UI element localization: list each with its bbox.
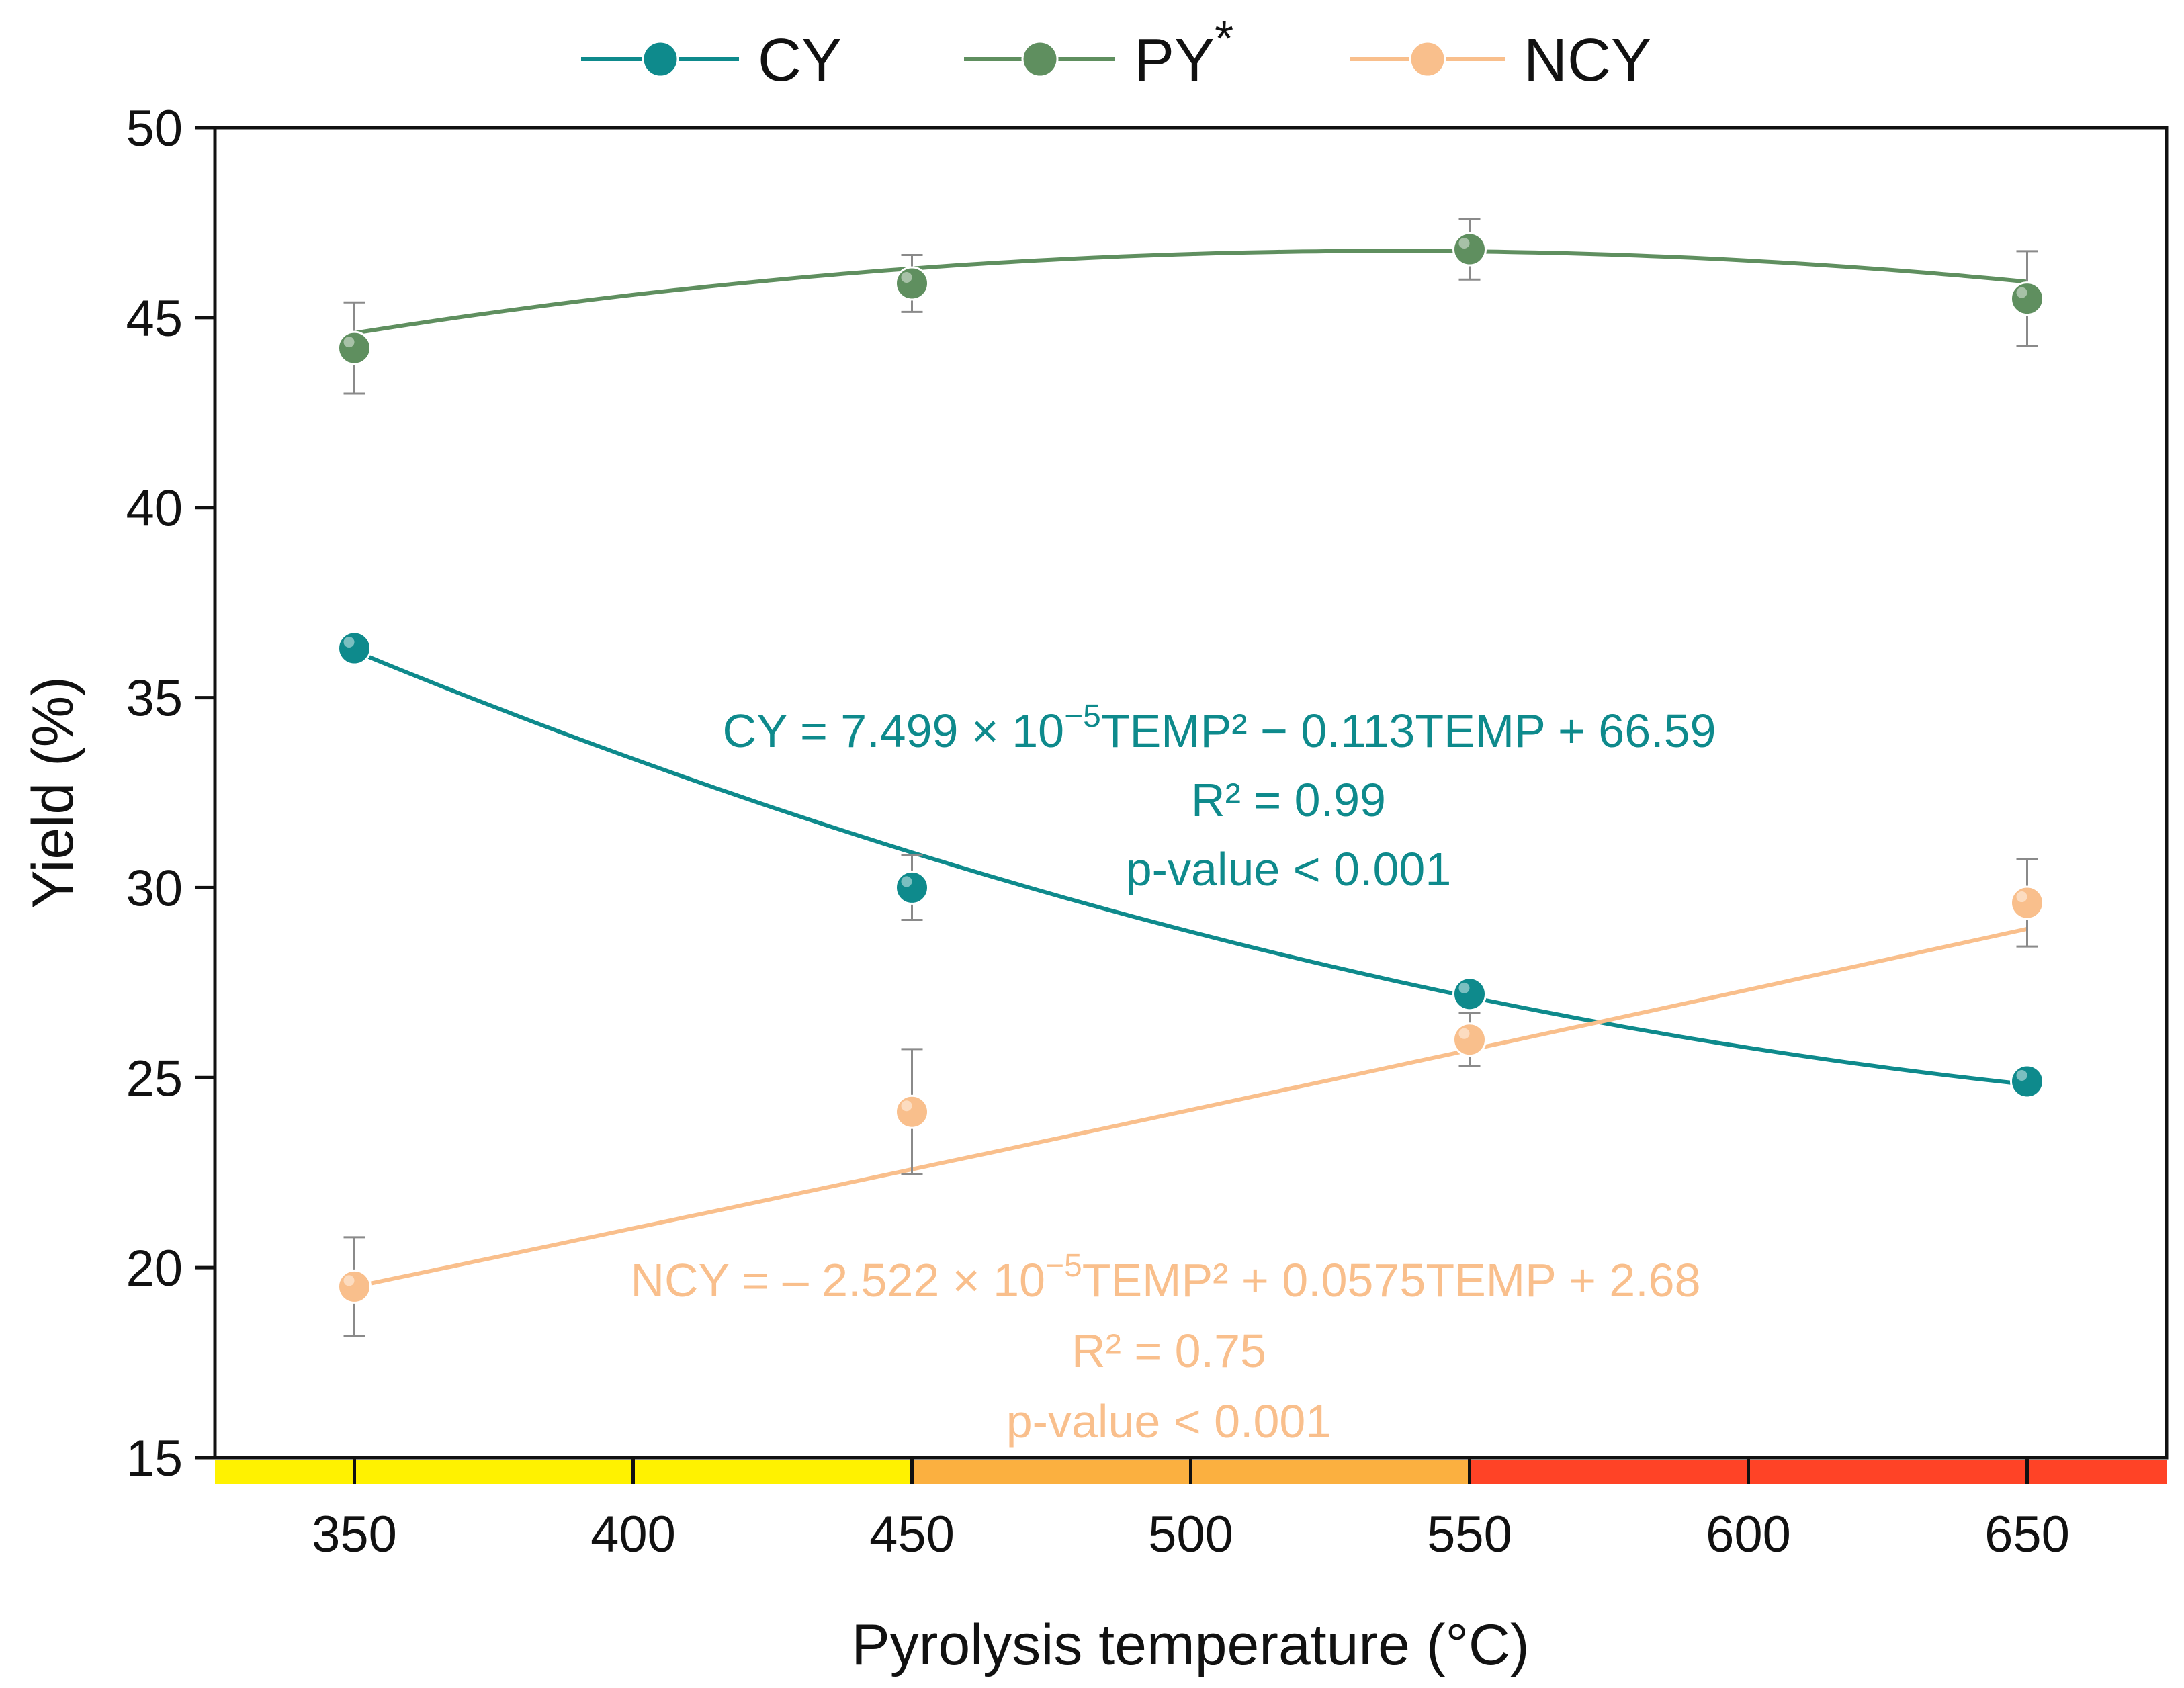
data-point-py-650: [2010, 281, 2044, 316]
data-point-highlight-ncy-450: [901, 1100, 912, 1112]
data-point-cy-350: [337, 631, 372, 666]
x-tick-label-600: 600: [1706, 1506, 1791, 1563]
data-points: [337, 232, 2044, 1304]
x-axis-title: Pyrolysis temperature (°C): [851, 1613, 1529, 1677]
x-tick-label-500: 500: [1148, 1506, 1233, 1563]
cy-r-squared: R² = 0.99: [1191, 774, 1386, 826]
legend-label-ncy: NCY: [1524, 27, 1651, 94]
temperature-band-segment-0: [215, 1460, 912, 1484]
data-point-ncy-650: [2010, 885, 2044, 920]
data-point-highlight-ncy-350: [343, 1275, 355, 1286]
legend-marker-cy: [642, 40, 679, 78]
x-tick-label-450: 450: [869, 1506, 955, 1563]
temperature-band: [215, 1460, 2167, 1484]
data-point-py-450: [895, 266, 929, 301]
plot-frame: [213, 126, 2169, 1460]
y-tick-label-15: 15: [126, 1430, 183, 1487]
data-point-cy-550: [1452, 977, 1487, 1012]
fit-curves: [353, 249, 2028, 1289]
data-point-ncy-450: [895, 1094, 929, 1129]
x-tick-label-400: 400: [591, 1506, 676, 1563]
cy-equation: CY = 7.499 × 10−5TEMP² − 0.113TEMP + 66.…: [723, 699, 1716, 757]
data-point-py-550: [1452, 232, 1487, 267]
fit-curve-ncy: [353, 926, 2028, 1289]
data-point-py-350: [337, 330, 372, 365]
ncy-equation: NCY = – 2.522 × 10−5TEMP² + 0.0575TEMP +…: [630, 1248, 1700, 1306]
y-tick-label-25: 25: [126, 1050, 183, 1107]
legend-item-py: PY*: [964, 12, 1233, 94]
x-tick-label-350: 350: [312, 1506, 397, 1563]
legend-item-cy: CY: [581, 27, 842, 94]
data-point-highlight-py-350: [343, 337, 355, 348]
fit-curve-cy: [353, 649, 2027, 1087]
y-tick-label-20: 20: [126, 1240, 183, 1297]
legend-marker-ncy: [1409, 40, 1446, 78]
data-point-highlight-cy-350: [343, 637, 355, 648]
data-point-highlight-ncy-550: [1458, 1028, 1470, 1039]
y-axis-title: Yield (%): [21, 676, 85, 909]
y-tick-label-50: 50: [126, 100, 183, 157]
ncy-p-value: p-value < 0.001: [1006, 1395, 1332, 1448]
data-point-highlight-py-550: [1458, 238, 1470, 249]
data-point-highlight-cy-650: [2016, 1069, 2027, 1081]
data-point-ncy-550: [1452, 1022, 1487, 1057]
ncy-fit-annotation: NCY = – 2.522 × 10−5TEMP² + 0.0575TEMP +…: [630, 1248, 1700, 1448]
data-point-cy-450: [895, 870, 929, 905]
y-tick-label-30: 30: [126, 860, 183, 917]
cy-p-value: p-value < 0.001: [1126, 843, 1452, 895]
data-point-highlight-ncy-650: [2016, 891, 2027, 903]
data-point-ncy-350: [337, 1269, 372, 1304]
y-tick-label-35: 35: [126, 670, 183, 727]
axis-ticks: 350 400 450 500 550 600 650 15 20 25 30 35 40 45 50: [126, 100, 2069, 1563]
data-point-highlight-py-650: [2016, 287, 2027, 298]
legend-item-ncy: NCY: [1350, 27, 1651, 94]
x-tick-label-650: 650: [1984, 1506, 2070, 1563]
legend-label-py: PY*: [1134, 12, 1233, 94]
legend: CY PY* NCY: [581, 12, 1651, 94]
x-tick-label-550: 550: [1427, 1506, 1512, 1563]
legend-marker-py: [1021, 40, 1059, 78]
data-point-highlight-cy-550: [1458, 982, 1470, 993]
fit-curve-py: [354, 249, 2027, 335]
y-tick-label-45: 45: [126, 290, 183, 347]
data-point-highlight-py-450: [901, 271, 912, 283]
temperature-band-segment-2: [1469, 1460, 2167, 1484]
y-tick-label-40: 40: [126, 480, 183, 537]
cy-fit-annotation: CY = 7.499 × 10−5TEMP² − 0.113TEMP + 66.…: [723, 699, 1716, 895]
ncy-r-squared: R² = 0.75: [1072, 1325, 1266, 1377]
data-point-cy-650: [2010, 1064, 2044, 1099]
legend-label-cy: CY: [758, 27, 842, 94]
data-point-highlight-cy-450: [901, 876, 912, 887]
